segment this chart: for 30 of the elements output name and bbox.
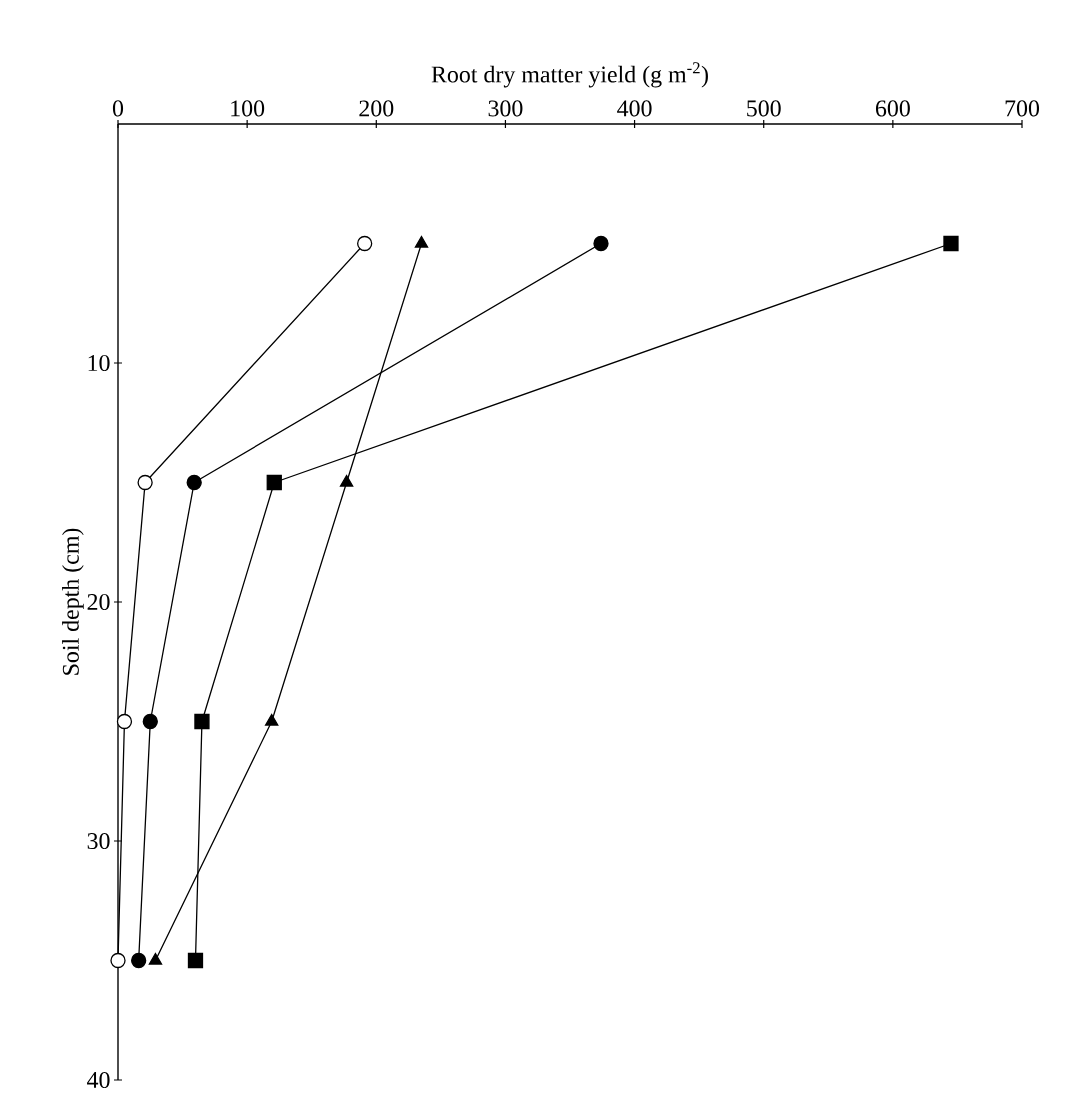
y-tick-label: 40 — [87, 1071, 110, 1089]
point — [593, 235, 609, 252]
x-tick-label: 300 — [488, 100, 523, 117]
point — [186, 474, 202, 491]
x-axis-title: Root dry matter yield (g m$^{-2}$) — [431, 62, 708, 88]
point — [357, 235, 373, 252]
y-axis-title: Soil depth (cm) — [62, 528, 84, 675]
point — [116, 713, 133, 730]
x-tick-label: 600 — [875, 100, 910, 117]
x-tick-label: 700 — [1005, 100, 1040, 117]
y-tick-label: 20 — [87, 593, 110, 611]
point — [187, 952, 204, 969]
x-tick-label: 500 — [747, 100, 781, 117]
x-tick-label: 200 — [359, 100, 394, 117]
point — [137, 474, 153, 491]
x-tick-label: 0 — [112, 100, 124, 117]
y-tick-label: 10 — [88, 354, 110, 372]
point — [110, 952, 126, 969]
point — [264, 713, 279, 726]
point — [194, 713, 210, 730]
point — [339, 474, 354, 487]
y-tick-label: 30 — [87, 832, 110, 850]
point — [148, 952, 163, 965]
point — [414, 235, 429, 248]
x-tick-label: 400 — [617, 100, 652, 117]
point — [266, 474, 282, 491]
x-tick-label: 100 — [231, 100, 265, 117]
point — [142, 713, 158, 730]
point — [943, 235, 959, 252]
point — [131, 952, 147, 969]
